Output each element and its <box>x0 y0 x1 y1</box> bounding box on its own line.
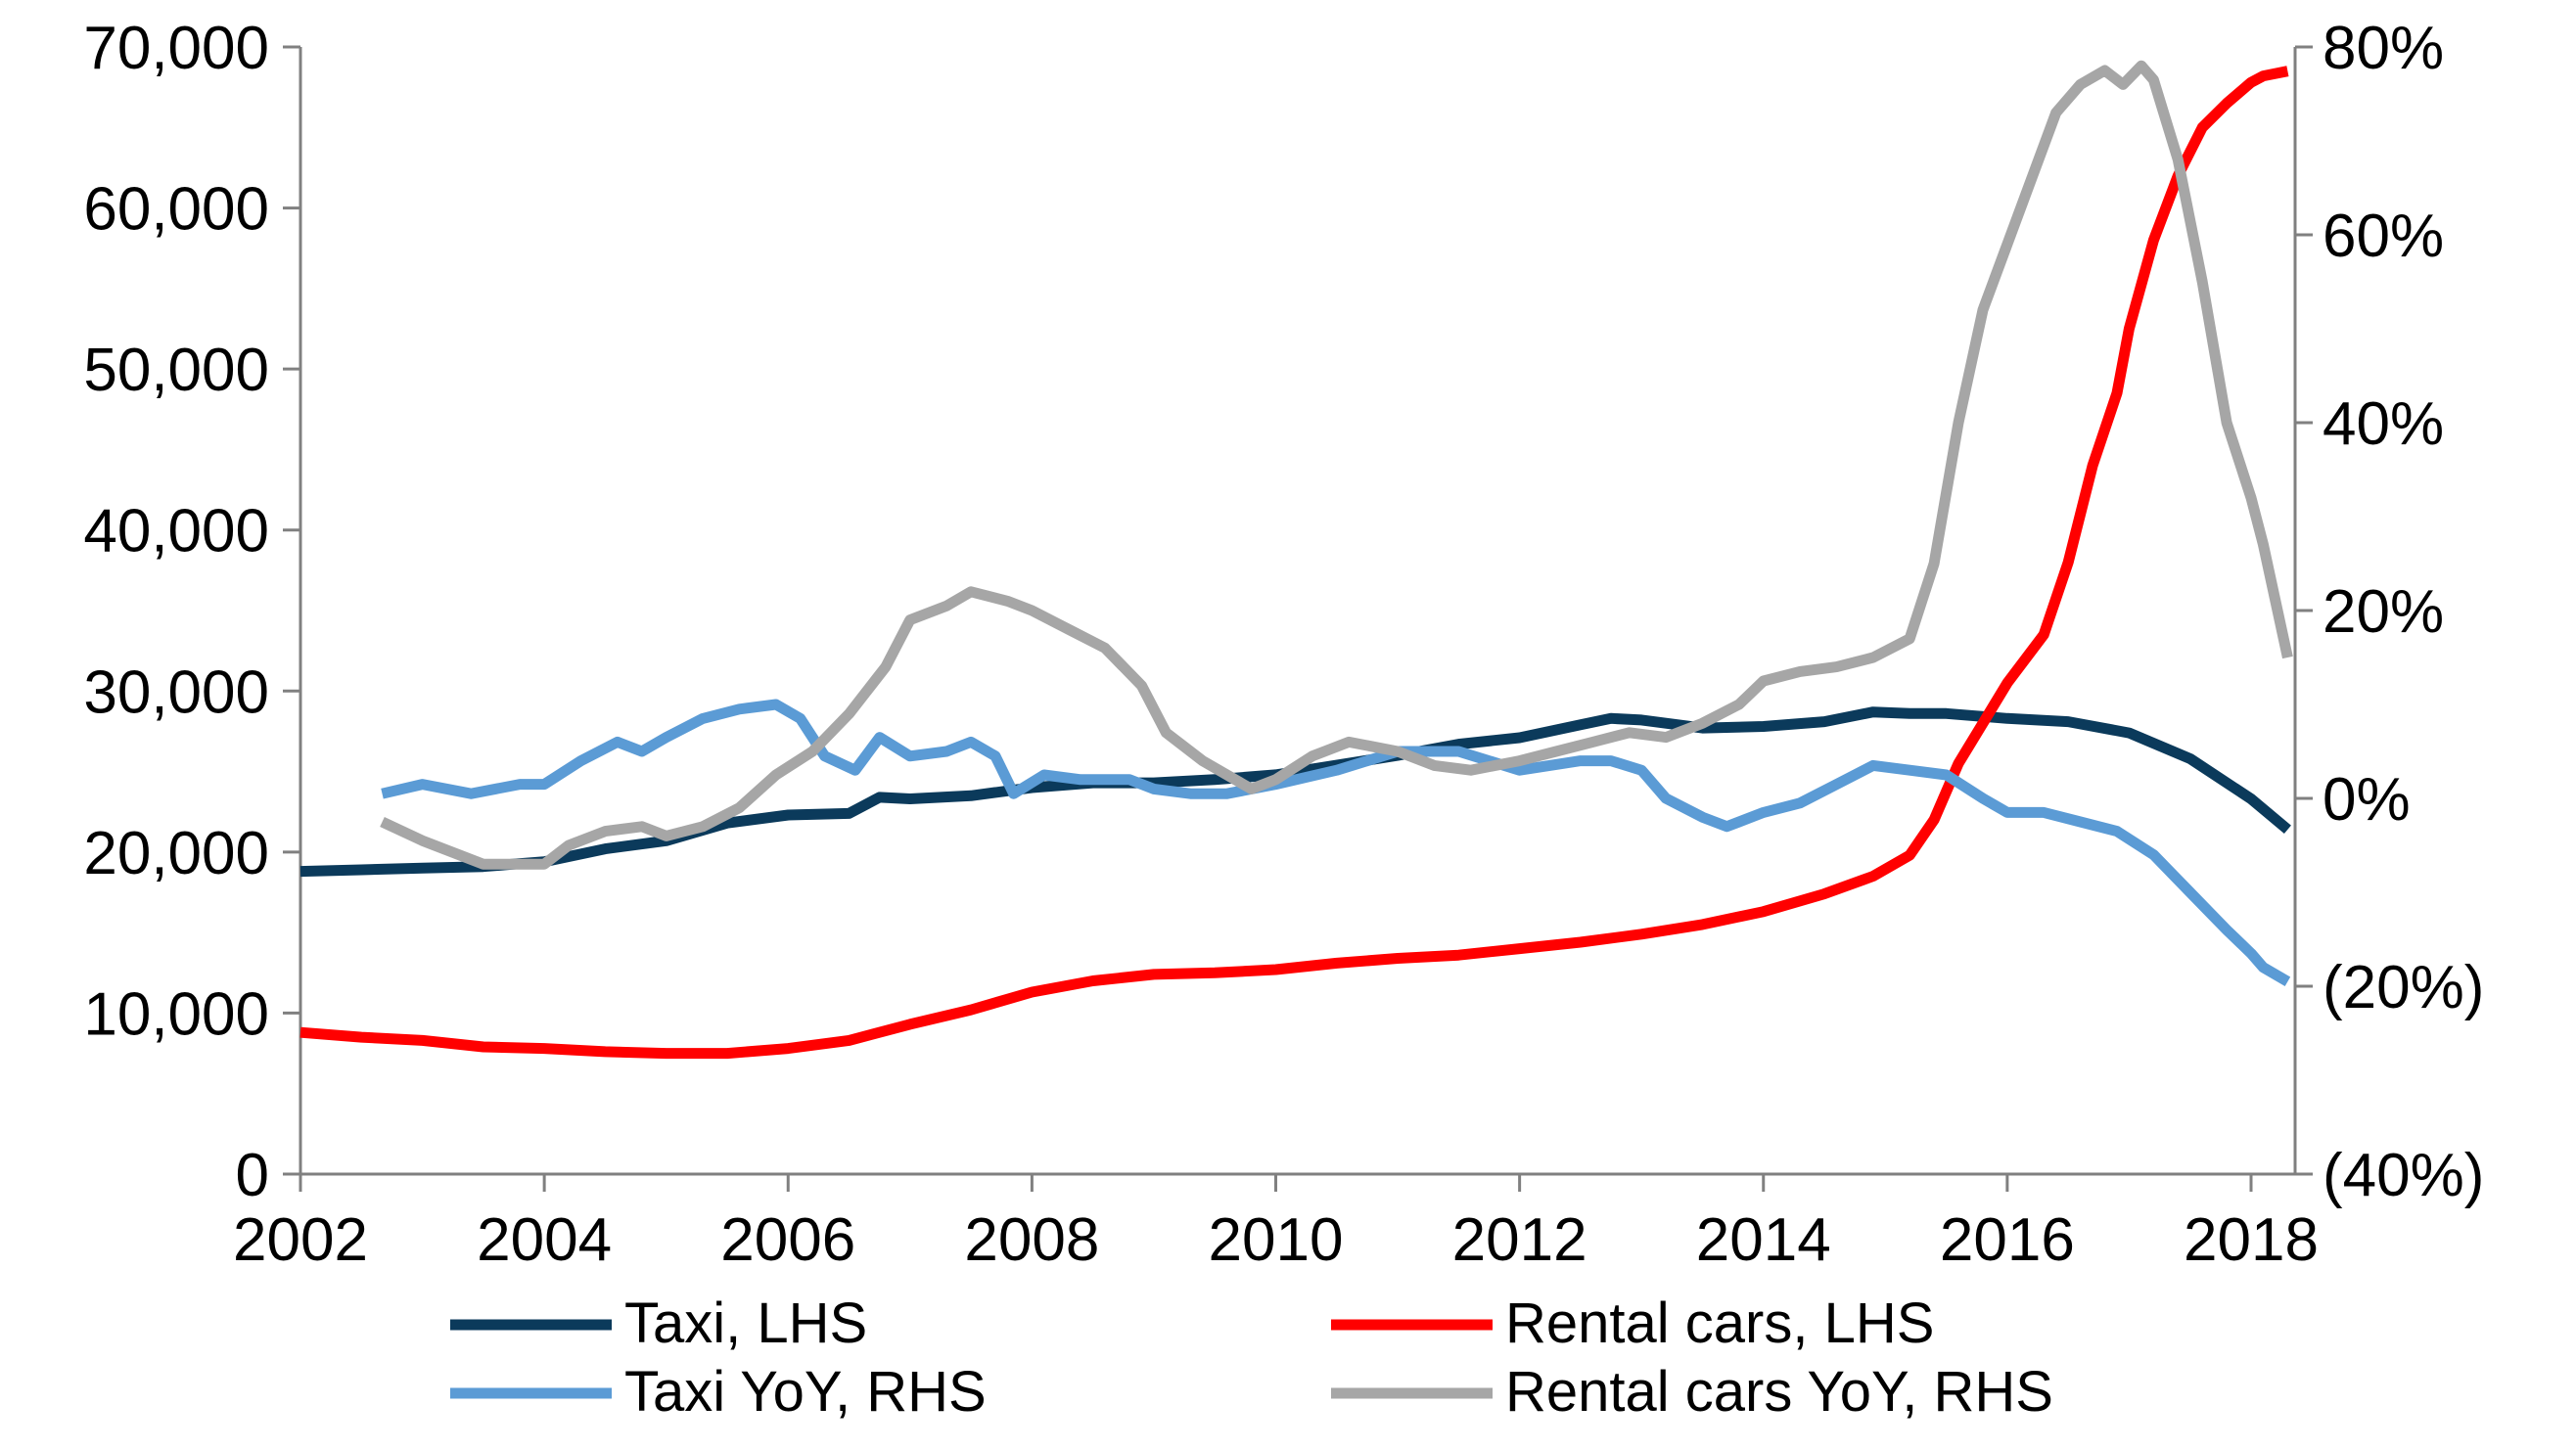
left-y-tick-label: 0 <box>236 1142 269 1209</box>
series-line-taxi-lhs <box>299 706 2291 878</box>
legend-label-rental-cars-lhs: Rental cars, LHS <box>1505 1291 1934 1355</box>
legend-label-rental-cars-yoy-rhs: Rental cars YoY, RHS <box>1505 1360 2053 1424</box>
right-y-tick-label: 60% <box>2323 203 2444 270</box>
right-y-tick-label: 20% <box>2323 578 2444 646</box>
series-lines <box>299 60 2293 1060</box>
right-y-tick-label: (40%) <box>2323 1142 2484 1209</box>
tick-labels: 0 10,000 20,000 30,000 40,000 50,000 60,000 70,… <box>83 15 2484 1274</box>
left-y-tick-label: 60,000 <box>83 176 269 244</box>
series-line-rental-cars-yoy-rhs <box>380 60 2293 870</box>
right-y-tick-label: (20%) <box>2323 954 2484 1021</box>
left-y-tick-label: 10,000 <box>83 980 269 1048</box>
left-y-tick-label: 70,000 <box>83 15 269 82</box>
legend-label-taxi-yoy-rhs: Taxi YoY, RHS <box>624 1360 987 1424</box>
left-y-tick-label: 30,000 <box>83 658 269 726</box>
left-y-tick-label: 40,000 <box>83 498 269 566</box>
left-y-tick-label: 50,000 <box>83 337 269 404</box>
right-y-tick-label: 40% <box>2323 390 2444 458</box>
x-tick-label: 2010 <box>1209 1206 1344 1274</box>
x-tick-label: 2014 <box>1696 1206 1831 1274</box>
legend-label-taxi-lhs: Taxi, LHS <box>624 1291 867 1355</box>
x-tick-label: 2018 <box>2184 1206 2319 1274</box>
x-tick-label: 2012 <box>1452 1206 1587 1274</box>
x-tick-label: 2006 <box>720 1206 855 1274</box>
x-tick-label: 2008 <box>964 1206 1099 1274</box>
series-line-rental-cars-lhs <box>299 66 2289 1060</box>
x-tick-label: 2002 <box>233 1206 368 1274</box>
right-y-tick-label: 80% <box>2323 15 2444 82</box>
legend: Taxi, LHS Rental cars, LHS Taxi YoY, RHS Re… <box>450 1291 2053 1424</box>
axes <box>283 45 2313 1192</box>
x-tick-label: 2016 <box>1940 1206 2075 1274</box>
left-y-tick-label: 20,000 <box>83 820 269 887</box>
x-tick-label: 2004 <box>477 1206 612 1274</box>
right-y-tick-label: 0% <box>2323 766 2411 834</box>
